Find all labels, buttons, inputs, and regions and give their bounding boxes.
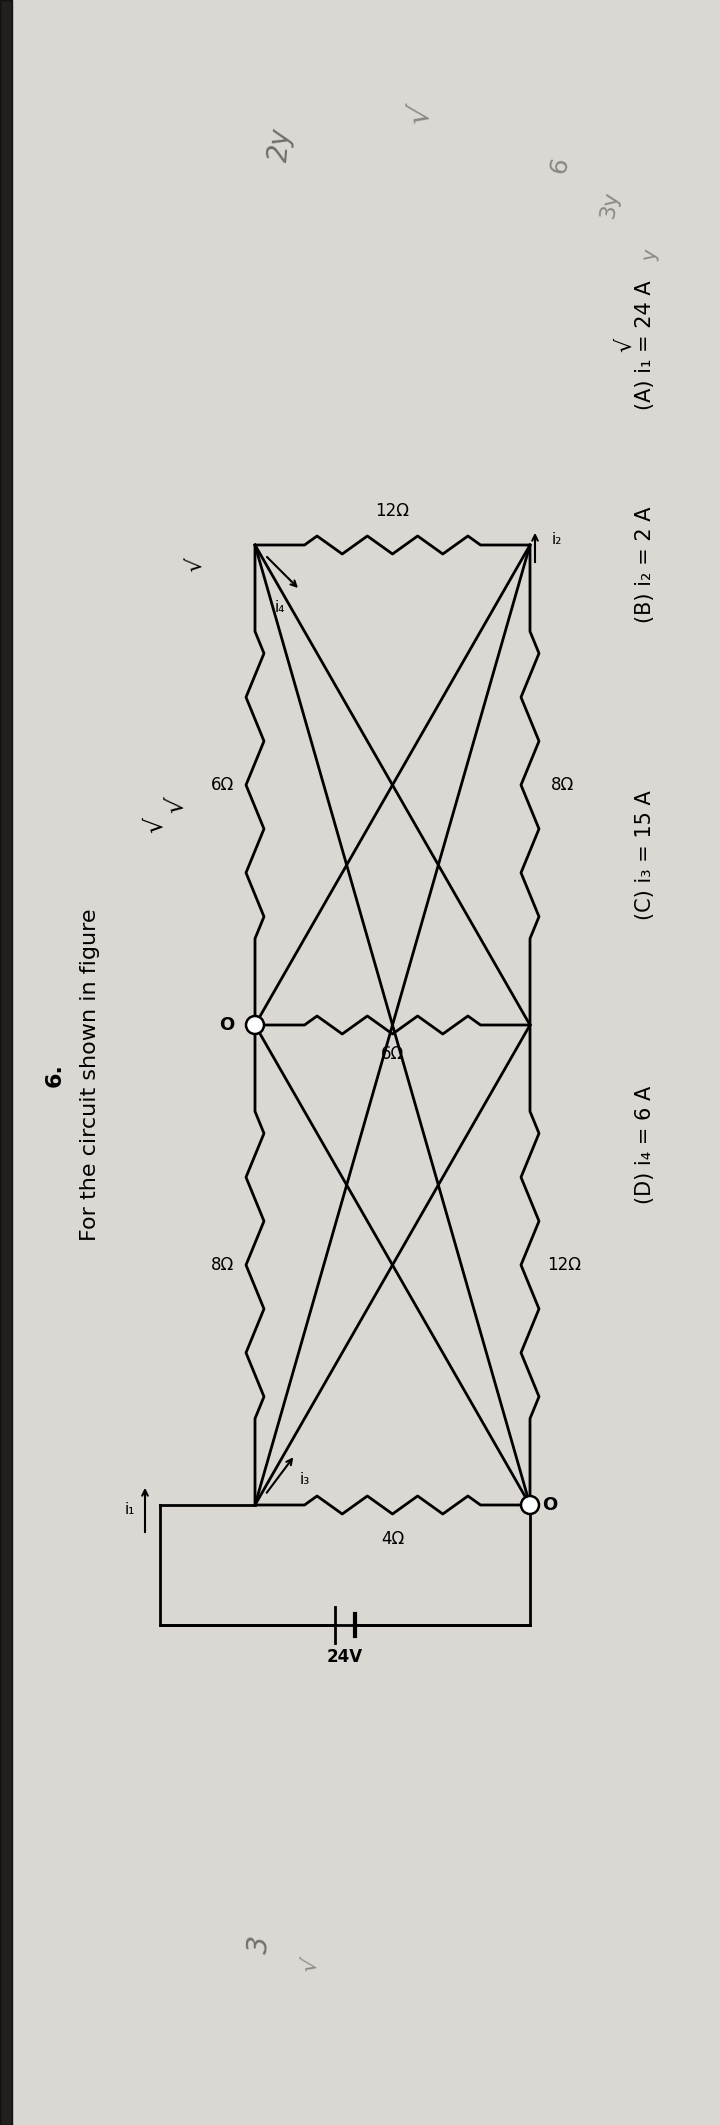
- Text: i₁: i₁: [125, 1502, 135, 1517]
- Text: (A) i₁ = 24 A: (A) i₁ = 24 A: [635, 280, 655, 410]
- Text: 12Ω: 12Ω: [547, 1256, 581, 1275]
- Text: √: √: [299, 1957, 321, 1974]
- Text: i₄: i₄: [275, 599, 285, 614]
- Text: O: O: [220, 1016, 235, 1035]
- Text: √: √: [404, 102, 436, 128]
- Text: 6: 6: [546, 155, 574, 176]
- Text: 6Ω: 6Ω: [212, 776, 235, 795]
- Text: i₃: i₃: [300, 1473, 310, 1488]
- Text: (D) i₄ = 6 A: (D) i₄ = 6 A: [635, 1086, 655, 1205]
- Text: (C) i₃ = 15 A: (C) i₃ = 15 A: [635, 790, 655, 920]
- Text: 24V: 24V: [327, 1649, 363, 1666]
- Circle shape: [246, 1016, 264, 1035]
- Text: 2y: 2y: [264, 128, 295, 164]
- Text: √: √: [185, 557, 205, 572]
- Text: 6Ω: 6Ω: [381, 1046, 404, 1062]
- Text: 3y: 3y: [598, 189, 622, 221]
- Text: 3: 3: [246, 1936, 275, 1955]
- Text: 8Ω: 8Ω: [550, 776, 574, 795]
- Circle shape: [521, 1496, 539, 1513]
- Text: (B) i₂ = 2 A: (B) i₂ = 2 A: [635, 506, 655, 623]
- Text: O: O: [542, 1496, 557, 1513]
- Text: y: y: [639, 249, 660, 261]
- Text: 8Ω: 8Ω: [212, 1256, 235, 1275]
- Text: 6.: 6.: [45, 1062, 65, 1088]
- Text: For the circuit shown in figure: For the circuit shown in figure: [80, 910, 100, 1241]
- Text: 4Ω: 4Ω: [381, 1530, 404, 1547]
- Text: √: √: [143, 816, 167, 833]
- Text: √: √: [615, 338, 635, 353]
- Text: 12Ω: 12Ω: [376, 502, 410, 521]
- Text: √: √: [162, 797, 188, 814]
- Text: i₂: i₂: [552, 533, 562, 548]
